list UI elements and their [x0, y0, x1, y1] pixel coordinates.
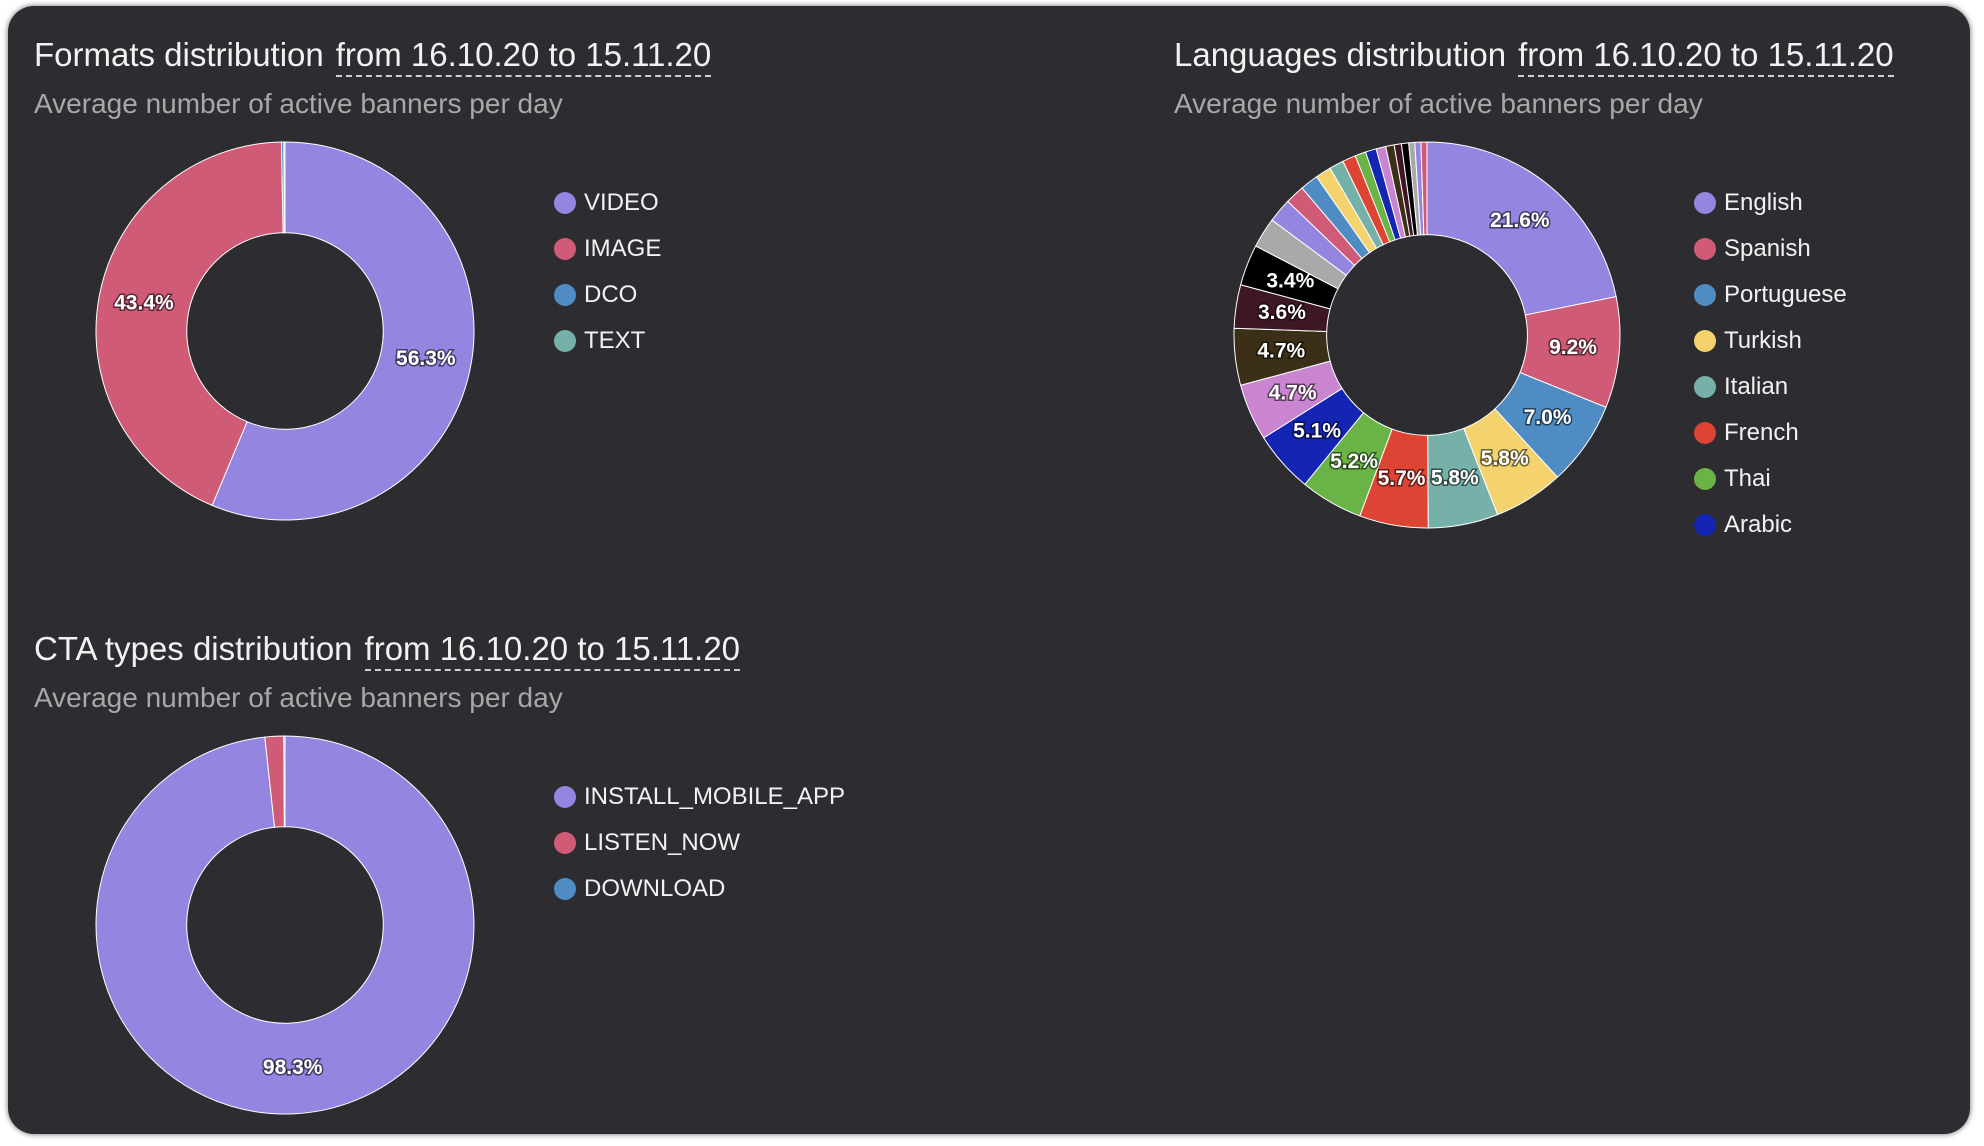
legend-swatch	[1694, 284, 1716, 306]
languages-donut-chart: 21.6%9.2%7.0%5.8%5.8%5.7%5.2%5.1%4.7%4.7…	[1233, 141, 1621, 529]
slice-download[interactable]	[283, 735, 286, 828]
slice-install-mobile-app[interactable]	[95, 735, 475, 1115]
languages-date-range[interactable]: from 16.10.20 to 15.11.20	[1518, 36, 1894, 77]
legend-item-thai[interactable]: Thai	[1694, 456, 1847, 502]
legend-label: Arabic	[1724, 511, 1793, 538]
legend-swatch	[1694, 422, 1716, 444]
formats-donut-chart: 56.3% 43.4%	[95, 141, 475, 521]
legend-swatch	[554, 192, 576, 214]
legend-label: TEXT	[584, 327, 646, 354]
legend-item-french[interactable]: French	[1694, 410, 1847, 456]
slice-value-label: 98.3%	[263, 1056, 323, 1079]
legend-swatch	[554, 284, 576, 306]
formats-date-range[interactable]: from 16.10.20 to 15.11.20	[335, 36, 712, 77]
cta-legend: INSTALL_MOBILE_APP LISTEN_NOW DOWNLOAD	[554, 774, 845, 912]
cta-date-range[interactable]: from 16.10.20 to 15.11.20	[364, 630, 741, 671]
slice-value-label: 56.3%	[396, 347, 456, 370]
legend-item-dco[interactable]: DCO	[554, 272, 661, 318]
legend-swatch	[554, 832, 576, 854]
legend-label: DCO	[584, 281, 638, 308]
cta-header: CTA types distribution from 16.10.20 to 1…	[34, 630, 741, 671]
legend-item-portuguese[interactable]: Portuguese	[1694, 272, 1847, 318]
legend-item-image[interactable]: IMAGE	[554, 226, 661, 272]
slice-value-label: 5.7%	[1378, 467, 1426, 490]
cta-subtitle: Average number of active banners per day	[34, 682, 563, 713]
legend-item-video[interactable]: VIDEO	[554, 180, 661, 226]
slice-value-label: 21.6%	[1490, 209, 1550, 232]
languages-legend: English Spanish Portuguese Turkish Italian Fr…	[1694, 180, 1847, 548]
slice-value-label: 7.0%	[1524, 406, 1572, 429]
slice-image[interactable]	[95, 141, 284, 507]
legend-item-english[interactable]: English	[1694, 180, 1847, 226]
legend-swatch	[554, 330, 576, 352]
legend-swatch	[554, 786, 576, 808]
slice-value-label: 5.2%	[1330, 450, 1378, 473]
languages-title: Languages distribution	[1174, 36, 1507, 73]
slice-value-label: 5.1%	[1293, 420, 1341, 443]
legend-item-download[interactable]: DOWNLOAD	[554, 866, 845, 912]
legend-item-text[interactable]: TEXT	[554, 318, 661, 364]
legend-label: VIDEO	[584, 189, 659, 216]
slice-value-label: 4.7%	[1269, 381, 1317, 404]
slice-english[interactable]	[1426, 141, 1617, 316]
legend-swatch	[554, 878, 576, 900]
legend-swatch	[554, 238, 576, 260]
legend-item-italian[interactable]: Italian	[1694, 364, 1847, 410]
legend-swatch	[1694, 330, 1716, 352]
slice-video[interactable]	[211, 141, 475, 521]
legend-label: Turkish	[1724, 327, 1802, 354]
cta-title: CTA types distribution	[34, 630, 353, 667]
slice-value-label: 9.2%	[1549, 336, 1597, 359]
slice-value-label: 5.8%	[1431, 467, 1479, 490]
legend-item-arabic[interactable]: Arabic	[1694, 502, 1847, 548]
slice-value-label: 3.6%	[1258, 301, 1306, 324]
legend-swatch	[1694, 192, 1716, 214]
legend-item-install-mobile-app[interactable]: INSTALL_MOBILE_APP	[554, 774, 845, 820]
slice-other-27[interactable]	[1420, 141, 1428, 236]
legend-label: Spanish	[1724, 235, 1811, 262]
legend-item-listen-now[interactable]: LISTEN_NOW	[554, 820, 845, 866]
formats-header: Formats distribution from 16.10.20 to 15.…	[34, 36, 712, 77]
cta-donut-chart: 98.3%	[95, 735, 475, 1115]
legend-swatch	[1694, 514, 1716, 536]
legend-label: Italian	[1724, 373, 1789, 400]
slice-value-label: 43.4%	[114, 292, 174, 315]
legend-label: IMAGE	[584, 235, 662, 262]
legend-swatch	[1694, 376, 1716, 398]
dashboard-panel: Formats distribution from 16.10.20 to 15.…	[8, 6, 1970, 1134]
legend-label: Thai	[1724, 465, 1771, 492]
legend-label: French	[1724, 419, 1799, 446]
formats-title: Formats distribution	[34, 36, 324, 73]
legend-swatch	[1694, 468, 1716, 490]
legend-label: INSTALL_MOBILE_APP	[584, 783, 845, 810]
slice-text[interactable]	[283, 141, 286, 234]
legend-label: English	[1724, 189, 1803, 216]
legend-item-spanish[interactable]: Spanish	[1694, 226, 1847, 272]
slice-value-label: 4.7%	[1257, 339, 1305, 362]
slice-value-label: 5.8%	[1481, 447, 1529, 470]
legend-label: DOWNLOAD	[584, 875, 726, 902]
legend-label: LISTEN_NOW	[584, 829, 741, 856]
languages-header: Languages distribution from 16.10.20 to 1…	[1174, 36, 1894, 77]
formats-subtitle: Average number of active banners per day	[34, 88, 563, 119]
legend-label: Portuguese	[1724, 281, 1847, 308]
formats-legend: VIDEO IMAGE DCO TEXT	[554, 180, 661, 364]
legend-item-turkish[interactable]: Turkish	[1694, 318, 1847, 364]
legend-swatch	[1694, 238, 1716, 260]
languages-subtitle: Average number of active banners per day	[1174, 88, 1703, 119]
